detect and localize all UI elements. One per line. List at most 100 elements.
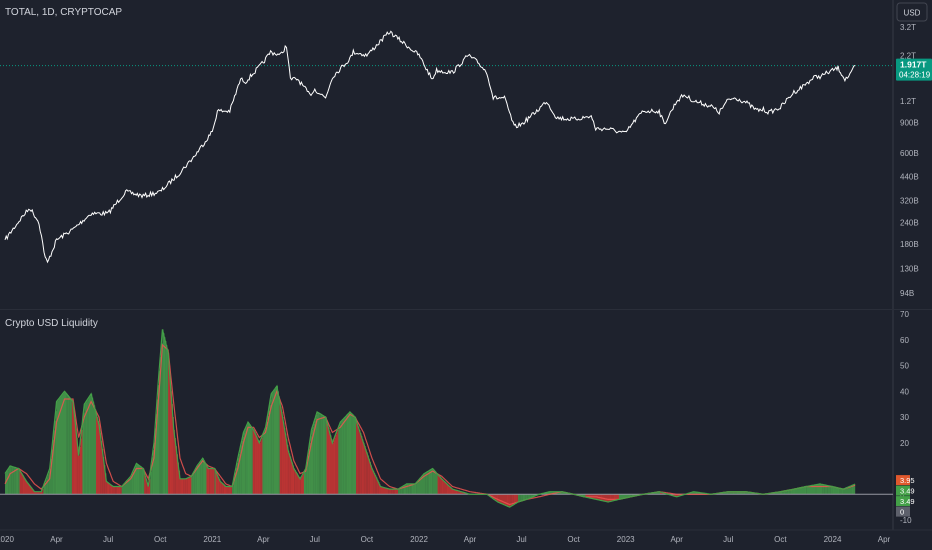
liquidity-bar — [135, 465, 137, 495]
liquidity-bar — [651, 493, 653, 495]
liquidity-bar — [532, 494, 534, 497]
currency-button-bg[interactable] — [896, 2, 928, 22]
liquidity-bar — [615, 494, 617, 501]
liquidity-bar — [676, 494, 678, 497]
liquidity-bar — [824, 484, 826, 495]
liquidity-bar — [784, 490, 786, 495]
indicator-tick-label: 30 — [900, 413, 909, 422]
liquidity-bar — [239, 449, 241, 495]
liquidity-bar — [407, 483, 409, 495]
liquidity-bar — [158, 385, 160, 495]
liquidity-bar — [380, 486, 382, 495]
liquidity-bar — [740, 491, 742, 495]
liquidity-bar — [423, 474, 425, 495]
liquidity-bar — [850, 486, 852, 495]
price-tick-label: 1.2T — [900, 97, 916, 106]
liquidity-bar — [193, 472, 195, 495]
liquidity-bar — [73, 401, 75, 495]
liquidity-bar — [148, 486, 150, 495]
liquidity-bar — [653, 492, 655, 495]
liquidity-bar — [345, 417, 347, 495]
price-tick-label: 600B — [900, 149, 919, 158]
liquidity-bar — [58, 399, 60, 495]
liquidity-bar — [513, 494, 515, 505]
liquidity-bar — [818, 484, 820, 495]
liquidity-bar — [603, 494, 605, 501]
last-price-badge: 1.917T 04:28:19 — [896, 58, 932, 81]
liquidity-bar — [751, 492, 753, 495]
time-tick-label: Apr — [257, 535, 270, 544]
liquidity-bar — [697, 492, 699, 495]
liquidity-bar — [854, 484, 856, 495]
liquidity-bar — [9, 467, 11, 495]
liquidity-bar — [564, 492, 566, 495]
liquidity-bar — [652, 492, 654, 495]
liquidity-bar — [781, 491, 783, 495]
liquidity-bar — [179, 470, 181, 495]
time-tick-label: 2022 — [410, 535, 428, 544]
liquidity-bar — [13, 466, 15, 495]
liquidity-bar — [267, 416, 269, 495]
time-axis: 2020 Apr Jul Oct 2021 Apr Jul Oct 2022 Apr Jul Oct 2… — [0, 535, 891, 544]
liquidity-bar — [613, 494, 615, 501]
liquidity-bar — [312, 426, 314, 495]
liquidity-bar — [124, 483, 126, 495]
liquidity-bar — [777, 492, 779, 495]
liquidity-bar — [257, 438, 259, 495]
liquidity-bar — [349, 411, 351, 495]
liquidity-bar — [629, 494, 631, 498]
liquidity-bar — [177, 462, 179, 495]
liquidity-bar — [544, 493, 546, 495]
liquidity-bar — [691, 492, 693, 495]
time-tick-label: Jul — [310, 535, 320, 544]
liquidity-bar — [27, 482, 29, 495]
liquidity-bar — [78, 455, 80, 495]
liquidity-bar — [730, 491, 732, 495]
liquidity-bar — [275, 388, 277, 495]
liquidity-bar — [163, 333, 165, 495]
liquidity-bar — [253, 429, 255, 495]
price-tick-label: 440B — [900, 173, 919, 182]
liquidity-bar — [551, 491, 553, 495]
liquidity-bar — [744, 491, 746, 495]
liquidity-bar — [263, 432, 265, 495]
liquidity-bar — [384, 487, 386, 495]
liquidity-bar — [159, 370, 161, 495]
liquidity-bar — [251, 427, 253, 495]
liquidity-bar — [225, 486, 227, 495]
liquidity-bar — [746, 491, 748, 495]
liquidity-bar — [838, 487, 840, 495]
liquidity-bar — [602, 494, 604, 501]
liquidity-bar — [441, 478, 443, 495]
liquidity-bar — [34, 491, 36, 495]
liquidity-bar — [176, 454, 178, 495]
liquidity-bar — [349, 412, 351, 495]
liquidity-bar — [170, 378, 172, 495]
liquidity-bar — [262, 435, 264, 495]
liquidity-bar — [604, 494, 606, 502]
liquidity-bar — [164, 337, 166, 495]
currency-button-label[interactable]: USD — [904, 9, 921, 18]
liquidity-bar — [246, 426, 248, 495]
liquidity-bar — [133, 469, 135, 495]
liquidity-bar — [770, 493, 772, 495]
liquidity-bar — [20, 471, 22, 495]
liquidity-bar — [400, 487, 402, 495]
liquidity-bar — [196, 467, 198, 495]
indicator-pane-title: Crypto USD Liquidity — [5, 318, 98, 329]
liquidity-bar — [434, 470, 436, 495]
liquidity-bar — [331, 439, 333, 495]
liquidity-bar — [183, 478, 185, 495]
liquidity-bar — [275, 387, 277, 495]
liquidity-bar — [276, 386, 278, 495]
liquidity-bar — [381, 486, 383, 495]
liquidity-bar — [436, 473, 438, 495]
currency-button[interactable]: USD — [896, 2, 928, 22]
liquidity-bar — [336, 432, 338, 495]
liquidity-bar — [822, 484, 824, 495]
price-tick-label: 94B — [900, 289, 914, 298]
liquidity-bar — [559, 491, 561, 495]
liquidity-bar — [383, 487, 385, 495]
liquidity-bar — [405, 484, 407, 495]
